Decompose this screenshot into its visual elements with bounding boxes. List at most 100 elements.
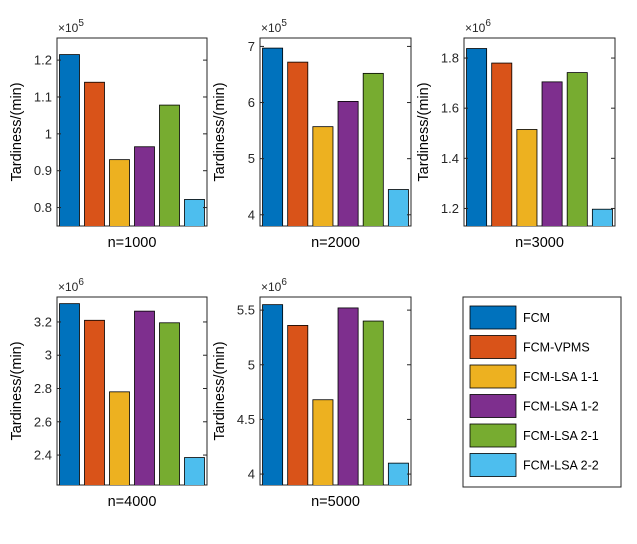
y-tick-label: 1.2 (34, 53, 52, 68)
legend-entry: FCM-LSA 2-2 (469, 453, 599, 477)
legend-label: FCM-LSA 2-2 (523, 459, 599, 473)
axis-multiplier: ×106 (465, 18, 491, 35)
bar-fcm-lsa-2-2 (387, 189, 409, 226)
bar-fcm-vpms (287, 325, 309, 485)
x-axis-label: n=3000 (515, 235, 564, 251)
subplot-2: 4 5 6 7 ×105 Tardiness/(min) n=2000 (212, 18, 412, 251)
legend-label: FCM-LSA 2-1 (523, 429, 599, 443)
bar-fcm-lsa-2-1 (159, 104, 180, 226)
y-tick-label: 1.4 (441, 151, 459, 166)
legend-label: FCM-VPMS (523, 341, 590, 355)
x-axis-label: n=4000 (108, 494, 157, 510)
bar-fcm (262, 304, 284, 485)
axis-multiplier: ×105 (58, 18, 84, 35)
bar-fcm-lsa-1-1 (312, 399, 334, 485)
charts-container: 0.8 0.9 1 1.1 1.2 ×105 Tardiness/(min) n=1000 4 5… (9, 18, 616, 510)
bars (262, 304, 409, 485)
bar-fcm-lsa-2-2 (184, 457, 205, 485)
bar-fcm-lsa-2-1 (362, 320, 384, 485)
y-tick-label: 5 (248, 357, 255, 372)
legend-label: FCM (523, 311, 550, 325)
subplot-1: 0.8 0.9 1 1.1 1.2 ×105 Tardiness/(min) n=1000 (9, 18, 208, 251)
y-tick-label: 2.8 (34, 381, 52, 396)
legend-label: FCM-LSA 1-2 (523, 400, 599, 414)
y-tick-label: 4 (248, 467, 255, 482)
bar-fcm-lsa-1-1 (312, 126, 334, 226)
y-axis-label: Tardiness/(min) (9, 82, 25, 181)
y-tick-label: 3 (45, 348, 52, 363)
y-tick-label: 3.2 (34, 314, 52, 329)
axes-box (259, 296, 412, 486)
bar-fcm-lsa-1-1 (109, 391, 130, 485)
bars (262, 47, 409, 226)
axes-box (463, 37, 616, 227)
y-tick-label: 1.8 (441, 51, 459, 66)
legend-entry: FCM (469, 305, 550, 330)
legend-label: FCM-LSA 1-1 (523, 370, 599, 384)
y-tick-label: 1.6 (441, 101, 459, 116)
legend-entry: FCM-VPMS (469, 335, 590, 359)
y-axis-label: Tardiness/(min) (416, 82, 432, 181)
legend-swatch (469, 305, 517, 330)
y-tick-label: 1.1 (34, 89, 52, 104)
y-tick-label: 2.6 (34, 414, 52, 429)
y-tick-label: 5 (248, 151, 255, 166)
bar-fcm-vpms (84, 319, 105, 485)
y-tick-label: 4 (248, 207, 255, 222)
x-axis-label: n=2000 (311, 235, 360, 251)
bars (59, 54, 205, 226)
y-tick-label: 4.5 (237, 412, 255, 427)
subplot-3: 1.2 1.4 1.6 1.8 ×106 Tardiness/(min) n=3000 (416, 18, 616, 251)
bar-fcm-lsa-1-2 (541, 81, 563, 226)
legend-entry: FCM-LSA 1-1 (469, 364, 599, 389)
bar-fcm (59, 303, 80, 485)
bar-fcm-lsa-2-1 (362, 72, 384, 226)
bar-fcm-lsa-2-2 (184, 199, 205, 226)
bars (466, 48, 613, 226)
axes-box (56, 296, 208, 486)
legend-swatch (469, 453, 517, 477)
bars (59, 303, 205, 485)
y-tick-label: 1.2 (441, 201, 459, 216)
bar-fcm-lsa-1-1 (516, 129, 538, 226)
subplot-4: 2.4 2.6 2.8 3 3.2 ×106 Tardiness/(min) n=4000 (9, 277, 208, 510)
axis-multiplier: ×106 (261, 277, 287, 294)
bar-fcm-lsa-1-2 (134, 310, 155, 485)
legend-swatch (469, 364, 517, 389)
axes-box (259, 37, 412, 227)
legend-swatch (469, 335, 517, 359)
legend-entry: FCM-LSA 1-2 (469, 394, 599, 418)
axis-multiplier: ×105 (261, 18, 287, 35)
subplot-5: 4 4.5 5 5.5 ×106 Tardiness/(min) n=5000 (212, 277, 412, 510)
bar-fcm-lsa-1-2 (134, 146, 155, 226)
y-tick-label: 1 (45, 126, 52, 141)
legend: FCM FCM-VPMS FCM-LSA 1-1 FCM-LSA 1-2 FCM-LSA… (462, 296, 622, 488)
bar-fcm (466, 48, 488, 226)
y-tick-label: 7 (248, 39, 255, 54)
y-axis-label: Tardiness/(min) (212, 82, 228, 181)
y-tick-label: 0.9 (34, 163, 52, 178)
bar-fcm-vpms (84, 81, 105, 226)
bar-fcm-lsa-2-2 (591, 208, 613, 226)
y-axis-label: Tardiness/(min) (212, 341, 228, 440)
y-tick-label: 5.5 (237, 303, 255, 318)
axis-multiplier: ×106 (58, 277, 84, 294)
bar-fcm-lsa-2-1 (566, 72, 588, 226)
legend-entry: FCM-LSA 2-1 (469, 423, 599, 448)
bar-fcm-lsa-1-1 (109, 159, 130, 226)
y-tick-label: 0.8 (34, 200, 52, 215)
y-axis-label: Tardiness/(min) (9, 341, 25, 440)
x-axis-label: n=5000 (311, 494, 360, 510)
bar-fcm (262, 47, 284, 226)
legend-swatch (469, 394, 517, 418)
bar-fcm (59, 54, 80, 226)
bar-fcm-vpms (491, 62, 513, 226)
bar-fcm-lsa-2-2 (387, 462, 409, 485)
y-tick-label: 2.4 (34, 448, 52, 463)
bar-fcm-lsa-2-1 (159, 322, 180, 485)
axes-box (56, 37, 208, 227)
bar-fcm-lsa-1-2 (337, 101, 359, 226)
bar-fcm-vpms (287, 61, 309, 226)
y-tick-label: 6 (248, 95, 255, 110)
